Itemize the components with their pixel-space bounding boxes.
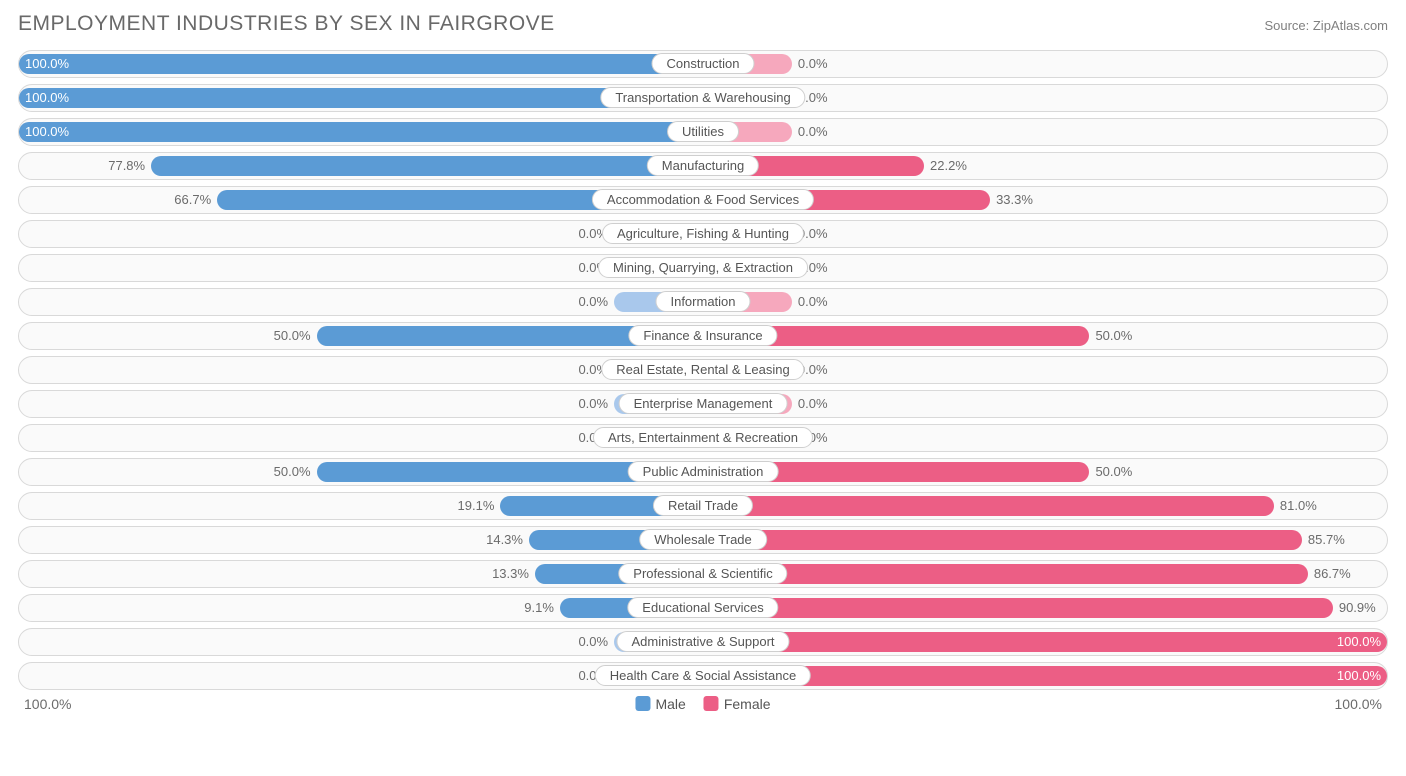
chart-row: 100.0%0.0%Transportation & Warehousing <box>18 84 1388 112</box>
chart-row: 9.1% 90.9% Educational Services <box>18 594 1388 622</box>
category-label: Arts, Entertainment & Recreation <box>593 427 813 448</box>
female-value-label: 0.0% <box>798 289 828 315</box>
chart-row: 13.3% 86.7% Professional & Scientific <box>18 560 1388 588</box>
female-bar <box>703 564 1308 584</box>
chart-row: 100.0% 0.0% Utilities <box>18 118 1388 146</box>
male-value-label: 50.0% <box>274 459 311 485</box>
diverging-bar-chart: 100.0%0.0%Construction100.0%0.0%Transpor… <box>18 50 1388 690</box>
category-label: Mining, Quarrying, & Extraction <box>598 257 808 278</box>
female-value-label: 50.0% <box>1095 323 1132 349</box>
chart-row: 50.0% 50.0% Finance & Insurance <box>18 322 1388 350</box>
female-value-label: 0.0% <box>798 119 828 145</box>
female-value-label: 0.0% <box>798 51 828 77</box>
chart-row: 0.0%0.0%Mining, Quarrying, & Extraction <box>18 254 1388 282</box>
chart-row: 0.0% 0.0% Enterprise Management <box>18 390 1388 418</box>
male-value-label: 9.1% <box>524 595 554 621</box>
chart-row: 0.0% 100.0% Administrative & Support <box>18 628 1388 656</box>
swatch-female <box>704 696 719 711</box>
category-label: Public Administration <box>628 461 779 482</box>
category-label: Finance & Insurance <box>628 325 777 346</box>
male-value-label: 100.0% <box>25 85 69 111</box>
female-value-label: 50.0% <box>1095 459 1132 485</box>
category-label: Wholesale Trade <box>639 529 767 550</box>
category-label: Health Care & Social Assistance <box>595 665 811 686</box>
female-bar <box>703 530 1302 550</box>
category-label: Information <box>655 291 750 312</box>
male-value-label: 13.3% <box>492 561 529 587</box>
category-label: Transportation & Warehousing <box>600 87 805 108</box>
chart-row: 50.0% 50.0% Public Administration <box>18 458 1388 486</box>
category-label: Utilities <box>667 121 739 142</box>
chart-row: 66.7% 33.3% Accommodation & Food Services <box>18 186 1388 214</box>
chart-footer: 100.0% Male Female 100.0% <box>18 696 1388 718</box>
male-value-label: 19.1% <box>458 493 495 519</box>
category-label: Enterprise Management <box>619 393 788 414</box>
axis-label-left: 100.0% <box>24 696 71 712</box>
category-label: Construction <box>652 53 755 74</box>
swatch-male <box>635 696 650 711</box>
legend-female: Female <box>704 696 771 712</box>
category-label: Educational Services <box>627 597 778 618</box>
chart-row: 77.8% 22.2% Manufacturing <box>18 152 1388 180</box>
male-value-label: 100.0% <box>25 119 69 145</box>
male-bar <box>19 54 703 74</box>
male-value-label: 0.0% <box>578 629 608 655</box>
female-value-label: 86.7% <box>1314 561 1351 587</box>
chart-row: 100.0% 0.0% Construction <box>18 50 1388 78</box>
male-value-label: 0.0% <box>578 289 608 315</box>
chart-row: 0.0%0.0%Arts, Entertainment & Recreation <box>18 424 1388 452</box>
category-label: Agriculture, Fishing & Hunting <box>602 223 804 244</box>
female-value-label: 33.3% <box>996 187 1033 213</box>
female-value-label: 0.0% <box>798 391 828 417</box>
female-value-label: 90.9% <box>1339 595 1376 621</box>
male-value-label: 50.0% <box>274 323 311 349</box>
male-bar <box>151 156 703 176</box>
category-label: Professional & Scientific <box>618 563 787 584</box>
chart-row: 14.3% 85.7% Wholesale Trade <box>18 526 1388 554</box>
male-value-label: 77.8% <box>108 153 145 179</box>
male-value-label: 0.0% <box>578 391 608 417</box>
female-value-label: 81.0% <box>1280 493 1317 519</box>
legend-male: Male <box>635 696 685 712</box>
male-value-label: 14.3% <box>486 527 523 553</box>
chart-title: EMPLOYMENT INDUSTRIES BY SEX IN FAIRGROV… <box>18 12 555 36</box>
female-value-label: 22.2% <box>930 153 967 179</box>
category-label: Manufacturing <box>647 155 759 176</box>
male-value-label: 66.7% <box>174 187 211 213</box>
female-value-label: 100.0% <box>1337 629 1381 655</box>
chart-row: 0.0%0.0%Agriculture, Fishing & Hunting <box>18 220 1388 248</box>
female-value-label: 100.0% <box>1337 663 1381 689</box>
female-value-label: 85.7% <box>1308 527 1345 553</box>
category-label: Retail Trade <box>653 495 753 516</box>
chart-row: 19.1% 81.0% Retail Trade <box>18 492 1388 520</box>
category-label: Administrative & Support <box>616 631 789 652</box>
chart-row: 0.0%0.0%Real Estate, Rental & Leasing <box>18 356 1388 384</box>
axis-label-right: 100.0% <box>1335 696 1382 712</box>
female-bar <box>703 632 1387 652</box>
chart-row: 0.0%100.0%Health Care & Social Assistanc… <box>18 662 1388 690</box>
category-label: Accommodation & Food Services <box>592 189 814 210</box>
female-bar <box>703 598 1333 618</box>
category-label: Real Estate, Rental & Leasing <box>601 359 804 380</box>
male-bar <box>19 122 703 142</box>
legend: Male Female <box>635 696 770 712</box>
chart-header: EMPLOYMENT INDUSTRIES BY SEX IN FAIRGROV… <box>18 12 1388 36</box>
chart-row: 0.0% 0.0% Information <box>18 288 1388 316</box>
male-value-label: 100.0% <box>25 51 69 77</box>
chart-source: Source: ZipAtlas.com <box>1264 18 1388 33</box>
female-bar <box>703 496 1274 516</box>
